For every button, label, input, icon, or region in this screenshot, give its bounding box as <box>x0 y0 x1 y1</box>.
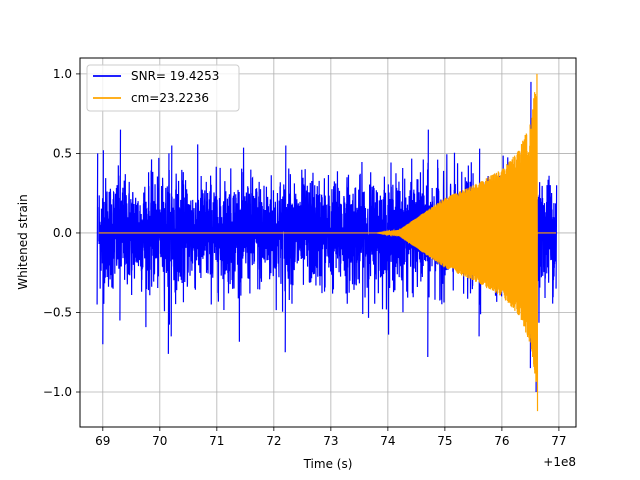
y-tick-label: −1.0 <box>43 385 72 399</box>
x-tick-label: 70 <box>152 434 167 448</box>
series-layer <box>96 73 558 412</box>
legend: SNR= 19.4253 cm=23.2236 <box>86 64 240 112</box>
x-axis-label: Time (s) <box>303 457 353 471</box>
x-tick-label: 75 <box>437 434 452 448</box>
y-axis-label: Whitened strain <box>16 194 30 290</box>
x-tick-label: 72 <box>266 434 281 448</box>
series-cm-line <box>98 73 557 412</box>
x-offset-label: +1e8 <box>543 455 576 469</box>
y-tick-label: 0.0 <box>53 226 72 240</box>
x-tick-label: 73 <box>323 434 338 448</box>
x-tick-label: 76 <box>494 434 509 448</box>
ticks: 69 70 71 72 73 74 75 76 77 −1.0 −0.5 0.0 0.5 1.0 <box>43 67 567 448</box>
plot-frame <box>79 57 577 428</box>
y-tick-label: −0.5 <box>43 305 72 319</box>
legend-box <box>86 64 240 112</box>
x-tick-label: 74 <box>380 434 395 448</box>
x-tick-label: 71 <box>209 434 224 448</box>
x-tick-label: 77 <box>551 434 566 448</box>
legend-label-cm: cm=23.2236 <box>131 91 209 105</box>
legend-label-snr: SNR= 19.4253 <box>131 69 219 83</box>
x-tick-label: 69 <box>95 434 110 448</box>
y-tick-label: 1.0 <box>53 67 72 81</box>
y-tick-label: 0.5 <box>53 146 72 160</box>
